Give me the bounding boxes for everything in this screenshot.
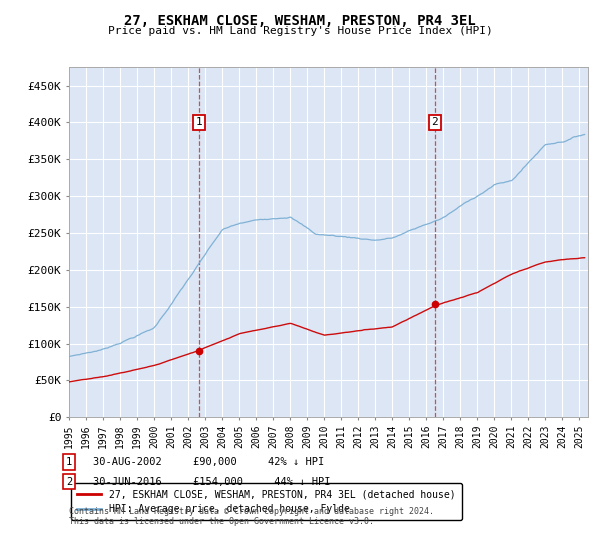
Text: Price paid vs. HM Land Registry's House Price Index (HPI): Price paid vs. HM Land Registry's House …	[107, 26, 493, 36]
Text: 2: 2	[66, 477, 72, 487]
Text: 30-AUG-2002     £90,000     42% ↓ HPI: 30-AUG-2002 £90,000 42% ↓ HPI	[93, 457, 324, 467]
Text: 27, ESKHAM CLOSE, WESHAM, PRESTON, PR4 3EL: 27, ESKHAM CLOSE, WESHAM, PRESTON, PR4 3…	[124, 14, 476, 28]
Text: 1: 1	[196, 118, 203, 128]
Legend: 27, ESKHAM CLOSE, WESHAM, PRESTON, PR4 3EL (detached house), HPI: Average price,: 27, ESKHAM CLOSE, WESHAM, PRESTON, PR4 3…	[71, 483, 461, 520]
Text: 30-JUN-2016     £154,000     44% ↓ HPI: 30-JUN-2016 £154,000 44% ↓ HPI	[93, 477, 331, 487]
Text: 1: 1	[66, 457, 72, 467]
Text: Contains HM Land Registry data © Crown copyright and database right 2024.
This d: Contains HM Land Registry data © Crown c…	[69, 507, 434, 526]
Text: 2: 2	[431, 118, 438, 128]
